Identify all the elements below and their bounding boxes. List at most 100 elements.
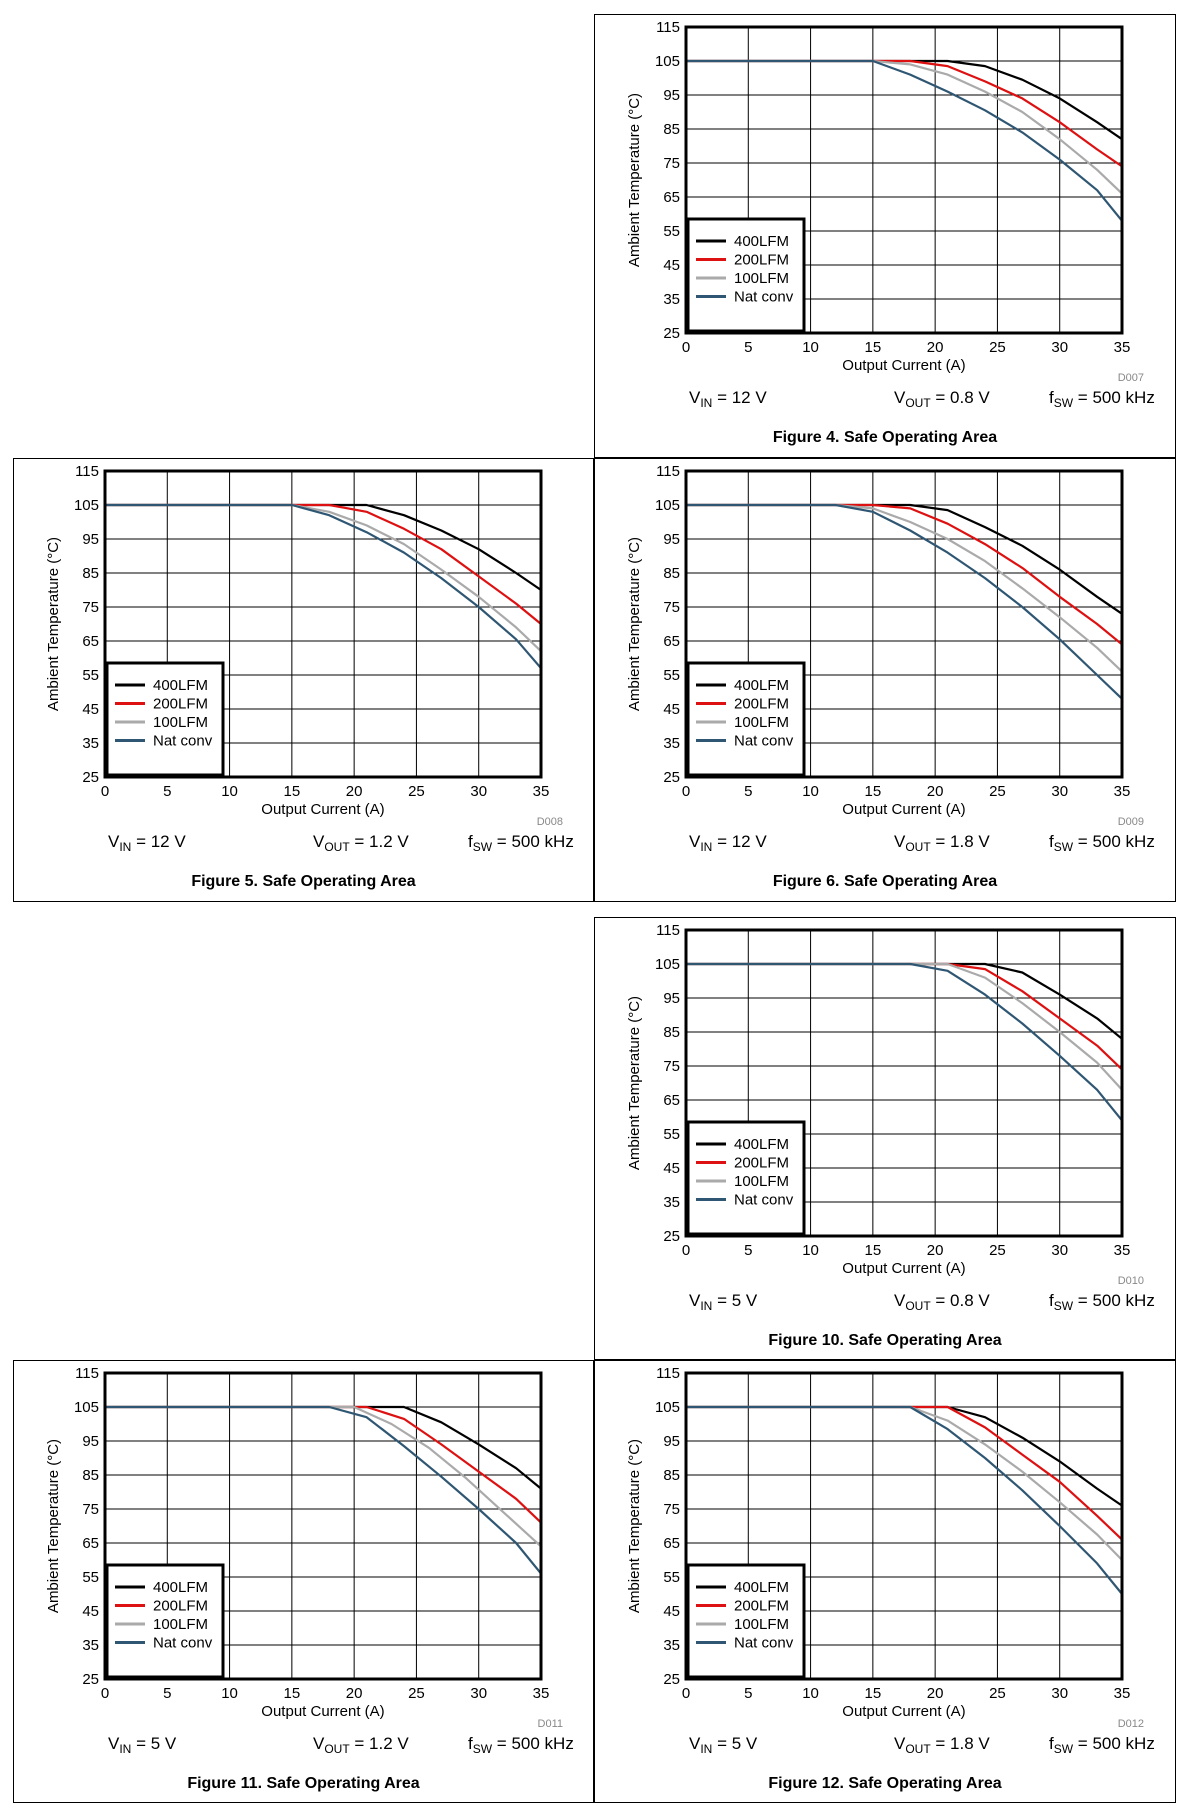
x-tick-label: 15: [284, 1685, 301, 1702]
legend-label: 200LFM: [734, 1598, 789, 1615]
series-line-nat-conv: [686, 59, 1123, 222]
y-tick-label: 25: [663, 325, 680, 342]
value: = 0.8 V: [930, 388, 990, 407]
subscript: SW: [472, 840, 493, 854]
series-line-200lfm: [686, 1405, 1123, 1541]
symbol: f: [1049, 832, 1054, 851]
series-line-400lfm: [686, 59, 1123, 141]
x-axis-title: Output Current (A): [842, 801, 965, 818]
subscript: OUT: [905, 1299, 931, 1313]
x-tick-label: 5: [744, 1242, 752, 1259]
x-tick-label: 10: [802, 339, 819, 356]
y-tick-label: 35: [663, 735, 680, 752]
series-line-200lfm: [686, 503, 1123, 646]
x-tick-label: 35: [533, 1685, 550, 1702]
vin-condition: VIN = 5 V: [689, 1291, 757, 1313]
y-tick-label: 105: [655, 956, 680, 973]
legend-box: [686, 1120, 806, 1236]
x-tick-label: 25: [408, 1685, 425, 1702]
x-tick-label: 35: [1114, 1242, 1131, 1259]
y-tick-label: 55: [663, 223, 680, 240]
series-line-400lfm: [105, 503, 542, 591]
y-tick-label: 25: [663, 1228, 680, 1245]
figure-code: D011: [538, 1718, 563, 1730]
value: = 0.8 V: [930, 1291, 990, 1310]
x-tick-label: 10: [221, 1685, 238, 1702]
y-tick-label: 105: [655, 53, 680, 70]
subscript: IN: [700, 1299, 713, 1313]
series-line-100lfm: [686, 503, 1123, 673]
series-line-400lfm: [686, 962, 1123, 1040]
figure-caption: Figure 12. Safe Operating Area: [768, 1775, 1002, 1792]
safe-operating-area-chart: 25 35 45 55 65 75 85 95 105 115 0 5 10 15 20 25 30 35 Outp…: [626, 463, 1144, 828]
y-tick-label: 35: [663, 1194, 680, 1211]
x-axis-title: Output Current (A): [842, 357, 965, 374]
figure-code: D009: [1118, 816, 1144, 828]
y-tick-label: 55: [82, 1569, 99, 1586]
panel-frame: [594, 917, 1176, 1360]
fsw-condition: fSW = 500 kHz: [1049, 388, 1155, 410]
vin-condition: VIN = 12 V: [108, 832, 186, 854]
y-tick-label: 45: [663, 1603, 680, 1620]
y-tick-label: 115: [656, 19, 680, 36]
series-line-400lfm: [686, 1405, 1123, 1507]
legend-label: 100LFM: [734, 714, 789, 731]
y-tick-label: 55: [663, 1569, 680, 1586]
x-tick-label: 35: [1114, 1685, 1131, 1702]
fsw-condition: fSW = 500 kHz: [1049, 1291, 1155, 1313]
value: = 500 kHz: [1073, 1734, 1155, 1753]
y-axis-title: Ambient Temperature (°C): [45, 537, 62, 711]
legend-label: 100LFM: [153, 1616, 208, 1633]
legend-label: Nat conv: [153, 1635, 213, 1652]
y-tick-label: 115: [656, 463, 680, 480]
vout-condition: VOUT = 1.2 V: [313, 1734, 409, 1756]
figure-panel: 25 35 45 55 65 75 85 95 105 115 0 5 10 15 20 25 30 35 Outp…: [594, 14, 1176, 458]
y-tick-label: 105: [655, 497, 680, 514]
subscript: SW: [1053, 1299, 1074, 1313]
plot-frame: [103, 1371, 543, 1681]
x-tick-label: 10: [802, 1242, 819, 1259]
x-tick-label: 15: [865, 783, 882, 800]
y-tick-label: 105: [74, 497, 99, 514]
legend-box: [105, 661, 225, 777]
y-tick-label: 115: [75, 463, 99, 480]
x-tick-label: 15: [284, 783, 301, 800]
fsw-condition: fSW = 500 kHz: [1049, 1734, 1155, 1756]
series-line-nat-conv: [686, 1405, 1123, 1595]
panel-frame: [13, 1360, 594, 1803]
safe-operating-area-chart: 25 35 45 55 65 75 85 95 105 115 0 5 10 15 20 25 30 35 Outp…: [45, 1365, 563, 1730]
series-line-nat-conv: [686, 962, 1123, 1122]
y-tick-label: 45: [82, 1603, 99, 1620]
plot-frame: [684, 1371, 1124, 1681]
legend-box: [686, 661, 806, 777]
x-tick-label: 30: [1051, 1685, 1068, 1702]
legend-label: 400LFM: [153, 677, 208, 694]
subscript: OUT: [324, 840, 350, 854]
x-tick-label: 15: [865, 1242, 882, 1259]
x-tick-label: 10: [802, 1685, 819, 1702]
subscript: SW: [1053, 840, 1074, 854]
x-tick-label: 10: [802, 783, 819, 800]
y-tick-label: 85: [663, 565, 680, 582]
y-tick-label: 105: [74, 1399, 99, 1416]
y-tick-label: 45: [663, 257, 680, 274]
value: = 1.2 V: [349, 1734, 409, 1753]
y-tick-label: 35: [663, 1637, 680, 1654]
y-tick-label: 95: [663, 990, 680, 1007]
figure-panel: 25 35 45 55 65 75 85 95 105 115 0 5 10 15 20 25 30 35 Outp…: [594, 917, 1176, 1360]
y-tick-label: 75: [82, 1501, 99, 1518]
x-axis-title: Output Current (A): [842, 1260, 965, 1277]
legend-label: 100LFM: [153, 714, 208, 731]
x-tick-label: 5: [744, 783, 752, 800]
y-tick-label: 75: [663, 1058, 680, 1075]
y-tick-label: 115: [656, 1365, 680, 1382]
y-axis-title: Ambient Temperature (°C): [626, 537, 643, 711]
y-tick-label: 115: [75, 1365, 99, 1382]
subscript: OUT: [324, 1742, 350, 1756]
vin-condition: VIN = 12 V: [689, 388, 767, 410]
value: = 1.2 V: [349, 832, 409, 851]
legend-label: 100LFM: [734, 1616, 789, 1633]
y-tick-label: 25: [82, 769, 99, 786]
